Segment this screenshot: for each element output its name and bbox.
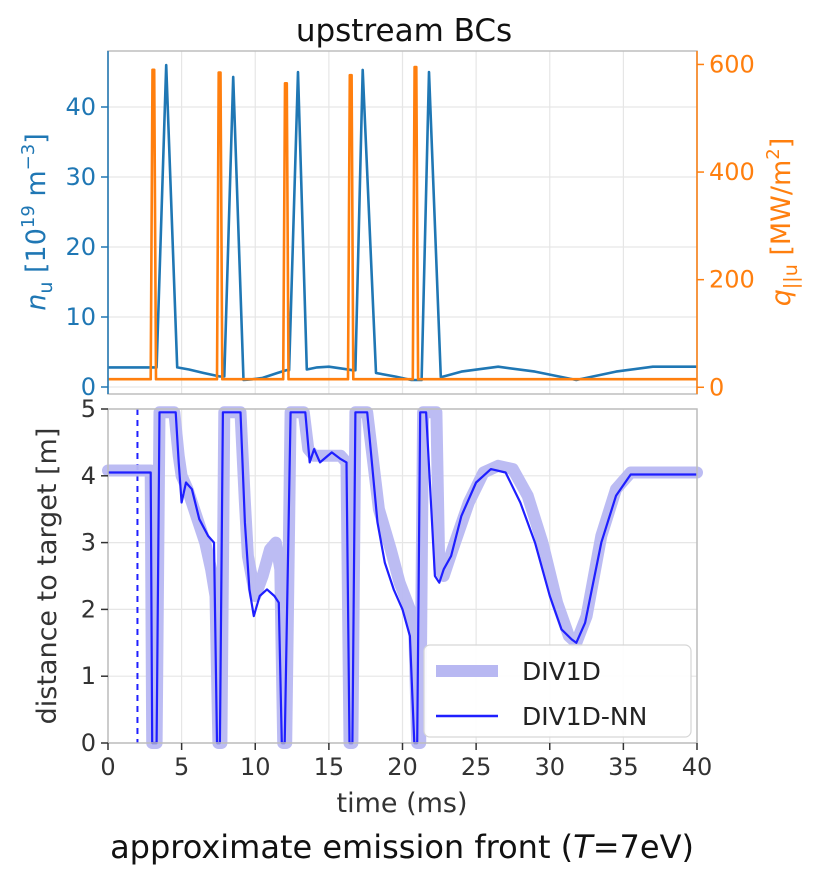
emission-ylabel: distance to target [m] — [32, 428, 63, 725]
emission-x-tick-label: 25 — [461, 753, 492, 781]
upstream-series — [108, 63, 697, 382]
caption-var: T — [573, 828, 595, 866]
ylabel-right-unit-pre: [MW/m — [766, 160, 797, 265]
top-chart-title: upstream BCs — [296, 13, 512, 49]
upstream-right-tick-label: 600 — [709, 50, 755, 78]
div1d-nn-series-line — [108, 411, 697, 745]
legend-div1d-label: DIV1D — [522, 657, 601, 686]
legend: DIV1D DIV1D-NN — [423, 644, 692, 738]
emission-y-tick-label: 0 — [81, 729, 96, 757]
ylabel-left-unit-sup2: −3 — [18, 144, 39, 171]
emission-x-tick-label: 40 — [682, 753, 713, 781]
caption-post: =7eV) — [593, 828, 694, 866]
emission-y-tick-label: 2 — [81, 595, 96, 623]
emission-y-tick-label: 1 — [81, 662, 96, 690]
ylabel-left-unit-post: ] — [21, 133, 52, 144]
emission-x-tick-label: 0 — [100, 753, 115, 781]
upstream-panel: 0 10 20 30 40 0 200 400 600 nu [1019 m−3] q||u … — [18, 50, 802, 401]
legend-div1d-nn-label: DIV1D-NN — [522, 702, 647, 731]
ylabel-right-unit-sup: 2 — [763, 148, 784, 159]
emission-y-ticks: 0 1 2 3 4 5 — [81, 395, 108, 757]
emission-x-ticks: 0 5 10 15 20 25 30 35 40 — [100, 743, 712, 781]
emission-series — [102, 406, 703, 749]
caption-pre: approximate emission front ( — [110, 828, 573, 866]
ylabel-right-sub: ||u — [780, 264, 802, 289]
upstream-right-tick-label: 400 — [709, 158, 755, 186]
emission-xlabel: time (ms) — [336, 788, 467, 819]
ylabel-left-unit-mid: m — [21, 170, 52, 205]
upstream-left-tick-label: 0 — [81, 373, 96, 401]
upstream-right-ylabel: q||u [MW/m2] — [763, 138, 802, 307]
emission-x-tick-label: 5 — [174, 753, 189, 781]
upstream-right-tick-label: 0 — [709, 373, 724, 401]
ylabel-left-sub: u — [35, 282, 57, 294]
upstream-left-tick-label: 30 — [65, 163, 96, 191]
emission-y-tick-label: 3 — [81, 529, 96, 557]
upstream-right-ticks: 0 200 400 600 — [696, 50, 755, 401]
upstream-left-tick-label: 20 — [65, 233, 96, 261]
ylabel-right-var: q — [766, 289, 797, 306]
emission-y-tick-label: 4 — [81, 462, 96, 490]
emission-x-tick-label: 10 — [240, 753, 271, 781]
heat-flux-series-line — [108, 65, 697, 381]
emission-y-tick-label: 5 — [81, 395, 96, 423]
emission-x-tick-label: 35 — [608, 753, 639, 781]
density-series-line — [108, 63, 697, 382]
upstream-left-ylabel: nu [1019 m−3] — [18, 133, 57, 311]
upstream-right-tick-label: 200 — [709, 266, 755, 294]
upstream-left-tick-label: 10 — [65, 303, 96, 331]
figure-caption: approximate emission front (T=7eV) — [110, 828, 694, 866]
ylabel-left-unit-pre: [10 — [21, 228, 52, 281]
ylabel-left-unit-sup: 19 — [18, 205, 39, 228]
emission-x-tick-label: 15 — [314, 753, 345, 781]
ylabel-left-var: n — [21, 294, 52, 311]
emission-x-tick-label: 20 — [387, 753, 418, 781]
emission-panel: 0 1 2 3 4 5 0 5 10 15 20 25 30 35 40 distance to targ… — [32, 395, 712, 819]
ylabel-right-unit-post: ] — [766, 138, 797, 149]
upstream-left-tick-label: 40 — [65, 93, 96, 121]
emission-x-tick-label: 30 — [534, 753, 565, 781]
upstream-left-ticks: 0 10 20 30 40 — [65, 51, 109, 401]
